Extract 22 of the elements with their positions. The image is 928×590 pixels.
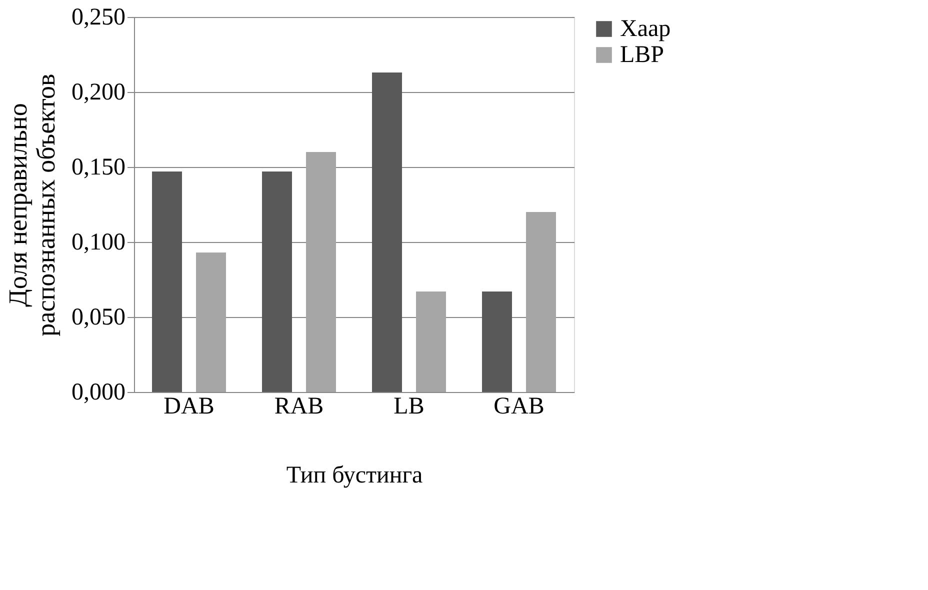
y-tick-label: 0,200 (72, 80, 126, 106)
x-tick-label: GAB (494, 394, 544, 420)
y-tick-label: 0,000 (72, 380, 126, 406)
y-tick-label: 0,050 (72, 304, 126, 330)
y-tick-label: 0,150 (72, 154, 126, 180)
x-tick-label: LB (394, 394, 424, 420)
y-tick-label: 0,100 (72, 230, 126, 256)
legend-label: LBP (620, 42, 664, 68)
bar (196, 252, 226, 392)
x-axis-title: Тип бустинга (286, 462, 424, 488)
bar (152, 172, 182, 392)
bar (416, 292, 446, 392)
bar (306, 152, 336, 392)
y-tick-label: 0,250 (72, 4, 126, 30)
x-tick-label: DAB (164, 394, 214, 420)
bar (482, 292, 512, 392)
bar (526, 212, 556, 392)
x-tick-label: RAB (274, 394, 324, 420)
bar (262, 172, 292, 392)
legend-label: Хаар (620, 16, 671, 42)
y-axis-title: Доля неправильно распознанных объектов (4, 74, 60, 336)
bar (372, 72, 402, 392)
